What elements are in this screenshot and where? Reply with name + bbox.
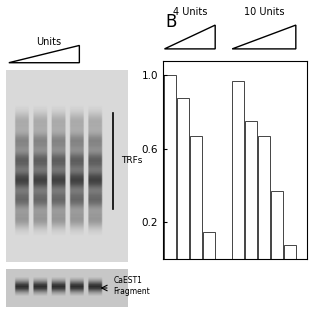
Text: Units: Units <box>36 37 61 47</box>
Text: 10 Units: 10 Units <box>244 7 284 17</box>
Bar <box>232 81 244 259</box>
Bar <box>190 136 202 259</box>
Text: B: B <box>165 13 177 31</box>
Text: CaEST1
Fragment: CaEST1 Fragment <box>113 276 150 296</box>
Bar <box>284 244 296 259</box>
Text: TRFs: TRFs <box>121 156 142 165</box>
Bar <box>258 136 270 259</box>
Bar <box>245 121 257 259</box>
Text: 4 Units: 4 Units <box>173 7 207 17</box>
Bar <box>271 191 283 259</box>
Bar <box>164 76 176 259</box>
Bar <box>178 98 189 259</box>
Bar <box>204 232 215 259</box>
